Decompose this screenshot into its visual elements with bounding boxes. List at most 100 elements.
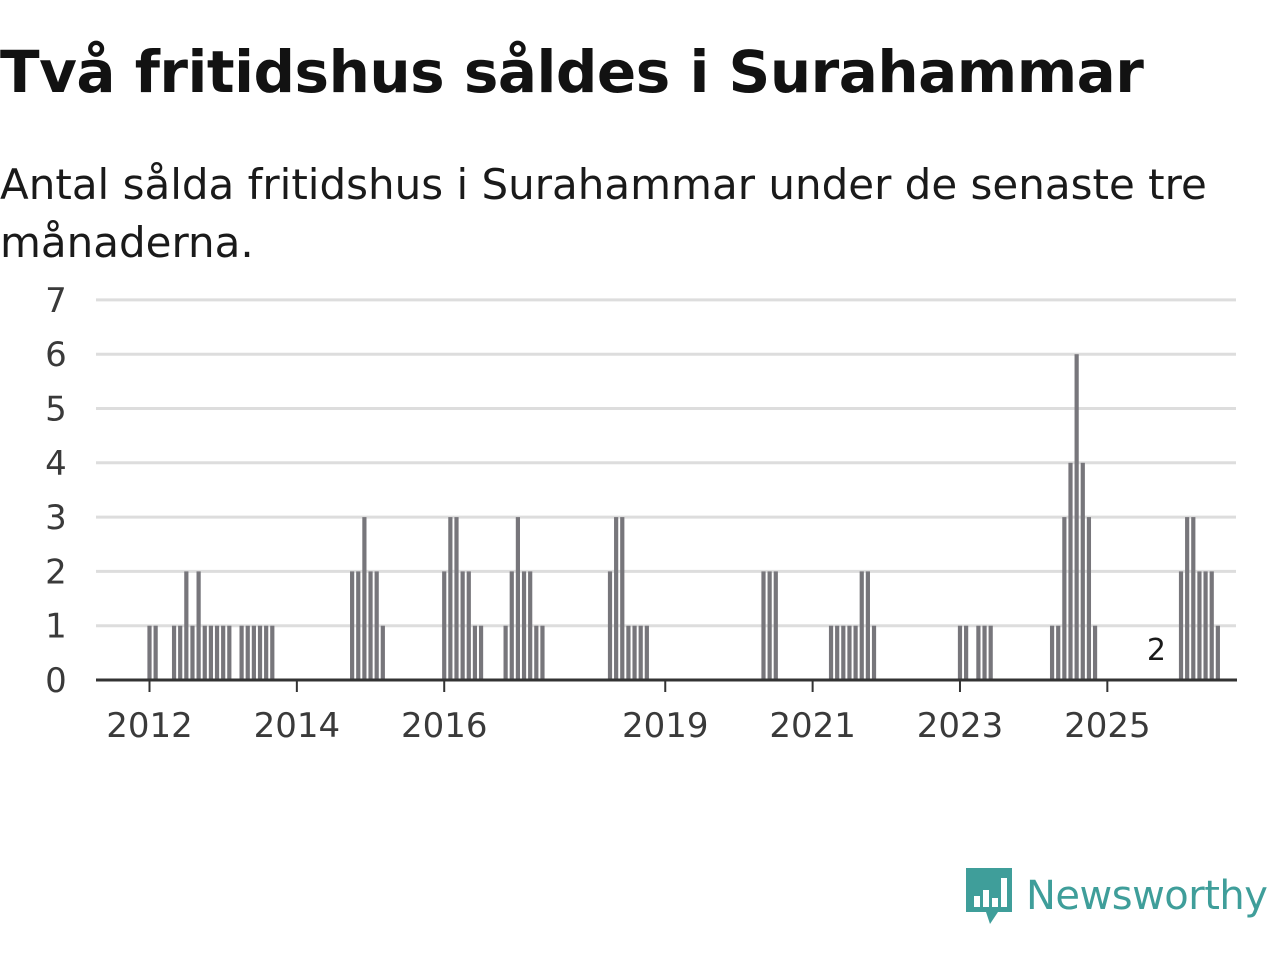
- bar: [374, 571, 379, 680]
- y-tick-label-4: 4: [45, 444, 67, 484]
- bar: [350, 571, 355, 680]
- bar: [264, 625, 269, 680]
- bar: [1074, 354, 1079, 680]
- bar: [153, 625, 158, 680]
- x-tick-label-2019: 2019: [622, 706, 709, 746]
- bar: [1080, 462, 1085, 680]
- bar: [1178, 571, 1184, 680]
- bar: [147, 625, 152, 680]
- x-tick-label-2025: 2025: [1064, 706, 1151, 746]
- bar: [270, 625, 275, 680]
- bar: [509, 571, 514, 680]
- y-tick-label-3: 3: [45, 498, 67, 538]
- x-tick-label-2012: 2012: [106, 706, 193, 746]
- bar: [356, 571, 361, 680]
- bar: [171, 625, 177, 680]
- bar: [1049, 625, 1055, 680]
- gridlines: [96, 298, 1236, 628]
- x-axis-ticks: 2012 2014 2016 2019 2021 2023 2025: [106, 680, 1151, 746]
- bar: [964, 625, 969, 680]
- bar: [1215, 625, 1220, 680]
- bar: [1086, 517, 1092, 680]
- bar: [196, 571, 201, 680]
- bar: [202, 625, 207, 680]
- bar: [454, 517, 459, 680]
- x-tick-label-2014: 2014: [254, 706, 341, 746]
- bar: [190, 625, 195, 680]
- bar: [626, 625, 631, 680]
- brand-logo: Newsworthy: [964, 864, 1268, 928]
- bar: [761, 571, 766, 680]
- bar: [178, 625, 183, 680]
- chart-subtitle: Antal sålda fritidshus i Surahammar unde…: [0, 160, 1207, 267]
- bar: [521, 571, 527, 680]
- bar: [466, 571, 471, 680]
- bar: [251, 625, 256, 680]
- bar: [442, 571, 447, 680]
- newsworthy-logo-icon: [966, 868, 1012, 924]
- bar: [1056, 625, 1061, 680]
- bar: [528, 571, 533, 680]
- bar: [828, 625, 834, 680]
- y-tick-label-1: 1: [45, 607, 67, 647]
- bar: [957, 625, 963, 680]
- data-label-latest: 2: [1147, 633, 1166, 668]
- bar: [644, 625, 649, 680]
- y-tick-label-2: 2: [45, 552, 67, 592]
- x-tick-label-2021: 2021: [769, 706, 856, 746]
- bar: [221, 625, 226, 680]
- bar: [460, 571, 465, 680]
- bar: [540, 625, 545, 680]
- x-tick-label-2023: 2023: [917, 706, 1004, 746]
- bar: [503, 625, 508, 680]
- bar: [1203, 571, 1208, 680]
- bar: [853, 625, 858, 680]
- data-labels: 2: [1147, 633, 1166, 668]
- bar: [614, 517, 619, 680]
- bar: [871, 625, 877, 680]
- bar: [841, 625, 846, 680]
- chart-title: Två fritidshus såldes i Surahammar: [0, 38, 1144, 106]
- bar: [1185, 517, 1190, 680]
- bar: [362, 517, 367, 680]
- bar: [184, 571, 189, 680]
- bars: [147, 354, 1220, 680]
- bar: [620, 517, 625, 680]
- bar: [773, 571, 778, 680]
- bar: [208, 625, 213, 680]
- bar: [227, 625, 232, 680]
- y-tick-label-7: 7: [45, 281, 67, 321]
- y-tick-label-5: 5: [45, 390, 67, 430]
- bar: [859, 571, 864, 680]
- bar: [478, 625, 484, 680]
- bar: [368, 571, 373, 680]
- bar: [767, 571, 772, 680]
- bar: [380, 625, 385, 680]
- bar: [988, 625, 993, 680]
- bar: [976, 625, 981, 680]
- bar: [1191, 517, 1196, 680]
- bar: [1068, 462, 1073, 680]
- bar: [257, 625, 263, 680]
- bar: [847, 625, 852, 680]
- bar: [638, 625, 643, 680]
- y-axis-ticks: 0 1 2 3 4 5 6 7: [45, 281, 67, 701]
- bar: [865, 571, 870, 680]
- bar: [534, 625, 539, 680]
- x-tick-label-2016: 2016: [401, 706, 488, 746]
- brand-name: Newsworthy: [1026, 873, 1268, 919]
- y-tick-label-6: 6: [45, 335, 67, 375]
- bar: [245, 625, 250, 680]
- bar: [982, 625, 987, 680]
- bar: [515, 517, 520, 680]
- bar: [1062, 517, 1067, 680]
- bar: [607, 571, 613, 680]
- bar-chart: 0 1 2 3 4 5 6 7 2012 2014 2016 2019 2021 2023 2025 2: [45, 281, 1237, 746]
- bar: [1209, 571, 1214, 680]
- bar: [632, 625, 637, 680]
- bar: [1197, 571, 1202, 680]
- y-tick-label-0: 0: [45, 661, 67, 701]
- bar: [239, 625, 244, 680]
- bar: [472, 625, 478, 680]
- bar: [448, 517, 453, 680]
